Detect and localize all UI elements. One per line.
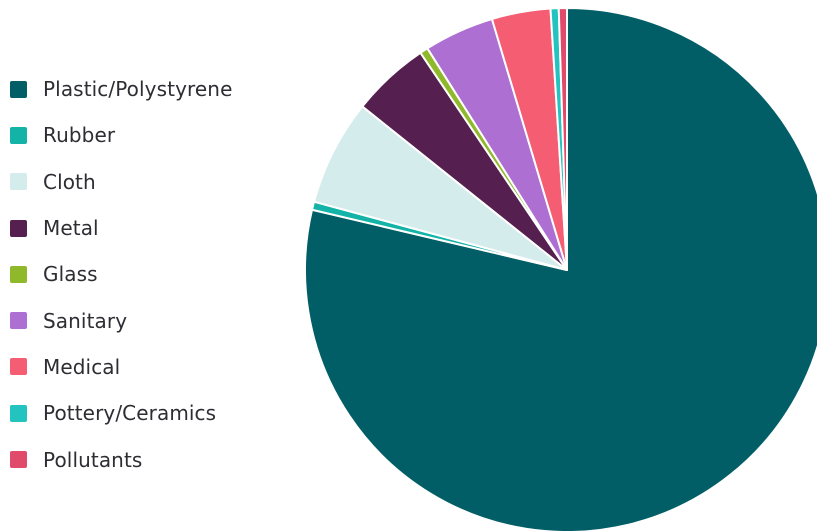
legend-swatch-pollutants: [10, 451, 27, 469]
legend-item-plastic-polystyrene: Plastic/Polystyrene: [10, 66, 280, 112]
legend-label-metal: Metal: [43, 216, 99, 241]
legend-label-pottery-ceramics: Pottery/Ceramics: [43, 401, 217, 426]
legend-item-medical: Medical: [10, 344, 280, 390]
legend-item-sanitary: Sanitary: [10, 297, 280, 343]
legend-swatch-cloth: [10, 173, 27, 191]
legend-item-rubber: Rubber: [10, 112, 280, 158]
legend-swatch-medical: [10, 358, 27, 376]
legend-swatch-plastic-polystyrene: [10, 80, 27, 98]
legend-swatch-glass: [10, 265, 27, 283]
chart-legend: Plastic/Polystyrene Rubber Cloth Metal G…: [10, 66, 280, 483]
legend-item-cloth: Cloth: [10, 159, 280, 205]
legend-item-metal: Metal: [10, 205, 280, 251]
legend-label-medical: Medical: [43, 354, 121, 379]
legend-swatch-metal: [10, 219, 27, 237]
legend-label-sanitary: Sanitary: [43, 308, 128, 333]
legend-swatch-pottery-ceramics: [10, 404, 27, 422]
legend-label-rubber: Rubber: [43, 123, 116, 148]
legend-label-cloth: Cloth: [43, 169, 96, 194]
legend-item-pottery-ceramics: Pottery/Ceramics: [10, 390, 280, 436]
pie-slice-pollutants: [557, 6, 568, 271]
legend-item-pollutants: Pollutants: [10, 436, 280, 482]
legend-swatch-sanitary: [10, 312, 27, 330]
legend-swatch-rubber: [10, 126, 27, 144]
legend-label-plastic-polystyrene: Plastic/Polystyrene: [43, 77, 233, 102]
legend-item-glass: Glass: [10, 251, 280, 297]
legend-label-glass: Glass: [43, 262, 98, 287]
legend-label-pollutants: Pollutants: [43, 447, 143, 472]
